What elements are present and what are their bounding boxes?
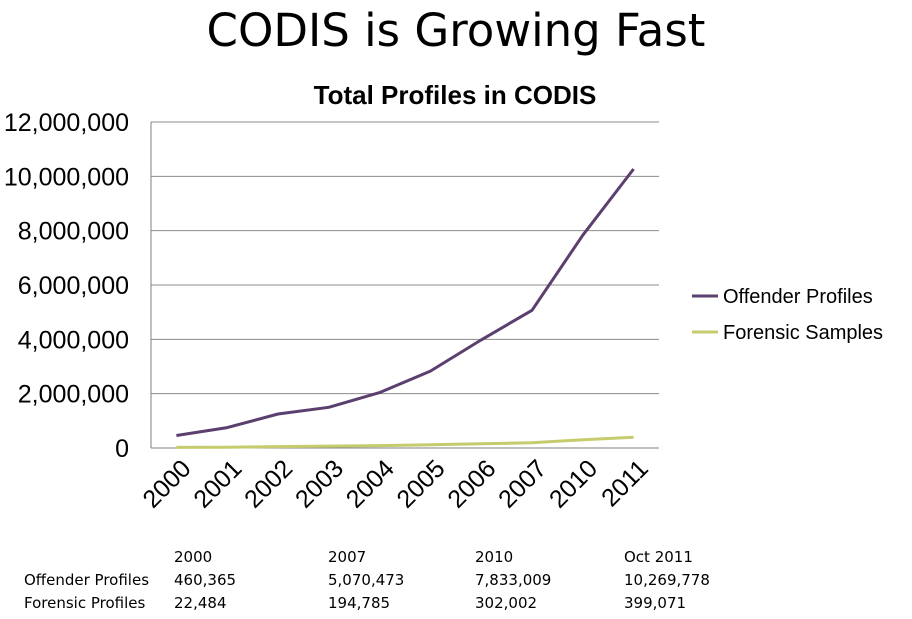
y-axis-ticks: 0 2,000,000 4,000,000 6,000,000 8,000,000 10,… [4,109,129,463]
y-tick-label: 4,000,000 [18,326,129,354]
table-row-label-forensic: Forensic Profiles [24,594,146,612]
legend-label: Offender Profiles [723,286,873,308]
series-line-forensic-samples [176,435,634,449]
x-tick-label: 2005 [392,454,451,513]
table-cell: 302,002 [475,594,538,612]
chart-title: Total Profiles in CODIS [314,80,597,110]
x-tick-label: 2011 [596,454,654,512]
table-cell: 22,484 [174,594,227,612]
table-cell: 10,269,778 [624,571,710,589]
slide-title: CODIS is Growing Fast [206,4,706,57]
x-tick-label: 2003 [290,454,349,513]
table-cell: 7,833,009 [475,571,552,589]
gridlines [150,121,659,449]
table-cell: 460,365 [174,571,237,589]
table-header-oct-2011: Oct 2011 [624,548,693,566]
legend-label: Forensic Samples [723,322,883,344]
x-tick-label: 2007 [493,454,552,513]
x-tick-label: 2000 [138,454,197,513]
y-tick-label: 6,000,000 [18,272,129,300]
y-tick-label: 12,000,000 [4,109,129,137]
x-tick-label: 2010 [544,454,603,513]
x-tick-label: 2004 [341,454,400,513]
legend: Offender Profiles Forensic Samples [692,286,883,344]
series-lines [176,168,635,449]
table-header-2007: 2007 [328,548,367,566]
y-tick-label: 0 [115,435,129,463]
table-header-2000: 2000 [174,548,213,566]
table-cell: 399,071 [624,594,687,612]
y-tick-label: 2,000,000 [18,381,129,409]
table-cell: 5,070,473 [328,571,405,589]
y-tick-label: 10,000,000 [4,163,129,191]
x-tick-label: 2001 [188,454,247,513]
table-header-2010: 2010 [475,548,514,566]
series-line-offender-profiles [176,168,635,437]
x-tick-label: 2002 [239,454,298,513]
x-tick-label: 2006 [442,454,501,513]
y-tick-label: 8,000,000 [18,218,129,246]
table-row-label-offender: Offender Profiles [24,571,150,589]
table-cell: 194,785 [328,594,391,612]
line-chart: Total Profiles in CODIS 0 2,000,000 4,000,… [4,80,883,514]
